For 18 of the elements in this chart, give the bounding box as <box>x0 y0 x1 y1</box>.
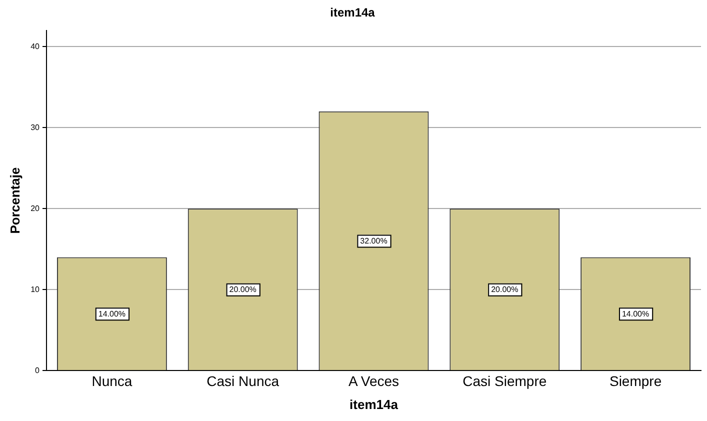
data-label: 14.00% <box>622 309 650 318</box>
y-tick-label: 30 <box>30 122 40 132</box>
chart-title: item14a <box>330 6 376 20</box>
data-label: 20.00% <box>491 285 518 294</box>
y-tick-label: 40 <box>30 42 40 51</box>
y-tick-label: 20 <box>30 204 40 213</box>
y-axis-title: Porcentaje <box>7 167 22 234</box>
data-label: 14.00% <box>98 309 126 318</box>
data-label: 32.00% <box>360 236 388 246</box>
x-tick-label: Casi Siempre <box>462 372 547 389</box>
data-label: 20.00% <box>229 285 256 294</box>
x-tick-label: Nunca <box>92 372 132 389</box>
y-tick-label: 0 <box>35 366 40 375</box>
x-tick-label: A Veces <box>348 372 400 389</box>
x-tick-label: Casi Nunca <box>206 372 280 389</box>
x-axis-title: item14a <box>350 396 399 412</box>
x-tick-label: Siempre <box>609 372 662 389</box>
y-tick-label: 10 <box>30 284 40 294</box>
